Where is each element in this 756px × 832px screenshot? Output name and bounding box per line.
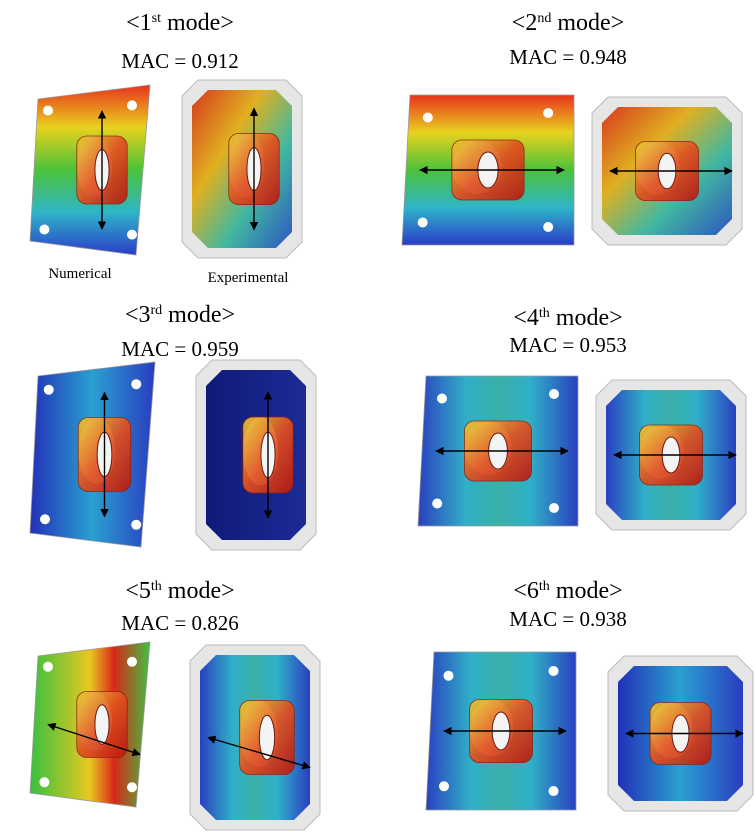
title-prefix: <4	[513, 305, 539, 331]
bolt-hole	[43, 106, 53, 116]
title-prefix: <3	[125, 302, 151, 328]
title-suffix: mode>	[162, 302, 235, 328]
mac-value: MAC = 0.826	[121, 611, 238, 635]
title-suffix: mode>	[550, 305, 623, 331]
mac-value: MAC = 0.953	[509, 333, 626, 357]
mode-title: <5th mode>	[125, 578, 234, 604]
mode-title: <2nd mode>	[512, 10, 624, 36]
bolt-hole	[549, 503, 559, 513]
bolt-hole	[127, 782, 137, 792]
bolt-hole	[44, 385, 54, 395]
title-suffix: mode>	[162, 578, 235, 604]
numerical-label: Numerical	[48, 266, 111, 282]
bolt-hole	[543, 108, 553, 118]
bolt-hole	[39, 225, 49, 235]
title-sup: st	[152, 11, 161, 26]
bolt-hole	[423, 113, 433, 123]
bolt-hole	[549, 389, 559, 399]
bolt-hole	[131, 379, 141, 389]
bolt-hole	[437, 394, 447, 404]
bolt-hole	[432, 499, 442, 509]
experimental-label: Experimental	[208, 270, 289, 286]
title-suffix: mode>	[551, 10, 624, 36]
bolt-hole	[127, 230, 137, 240]
bolt-hole	[439, 781, 449, 791]
title-suffix: mode>	[161, 10, 234, 36]
title-sup: th	[539, 306, 550, 321]
bolt-hole	[549, 786, 559, 796]
mode-title: <6th mode>	[513, 578, 622, 604]
title-prefix: <5	[125, 578, 151, 604]
mac-value: MAC = 0.912	[121, 49, 238, 73]
title-sup: nd	[537, 11, 551, 26]
bolt-hole	[127, 100, 137, 110]
bolt-hole	[543, 222, 553, 232]
title-suffix: mode>	[550, 578, 623, 604]
mode-title: <3rd mode>	[125, 302, 235, 328]
housing-slot	[95, 705, 109, 745]
bolt-hole	[127, 657, 137, 667]
title-prefix: <2	[512, 10, 538, 36]
bolt-hole	[43, 662, 53, 672]
figure: <1st mode>MAC = 0.912<2nd mode>MAC = 0.9…	[0, 0, 756, 832]
mac-value: MAC = 0.959	[121, 337, 238, 361]
bolt-hole	[444, 671, 454, 681]
bolt-hole	[39, 777, 49, 787]
title-sup: rd	[151, 303, 163, 318]
mac-value: MAC = 0.938	[509, 607, 626, 631]
mode-title: <1st mode>	[126, 10, 234, 36]
title-prefix: <6	[513, 578, 539, 604]
mac-value: MAC = 0.948	[509, 45, 626, 69]
title-sup: th	[539, 579, 550, 594]
title-prefix: <1	[126, 10, 152, 36]
title-sup: th	[151, 579, 162, 594]
bolt-hole	[131, 520, 141, 530]
bolt-hole	[418, 218, 428, 228]
mode-title: <4th mode>	[513, 305, 622, 331]
bolt-hole	[40, 514, 50, 524]
bolt-hole	[549, 666, 559, 676]
